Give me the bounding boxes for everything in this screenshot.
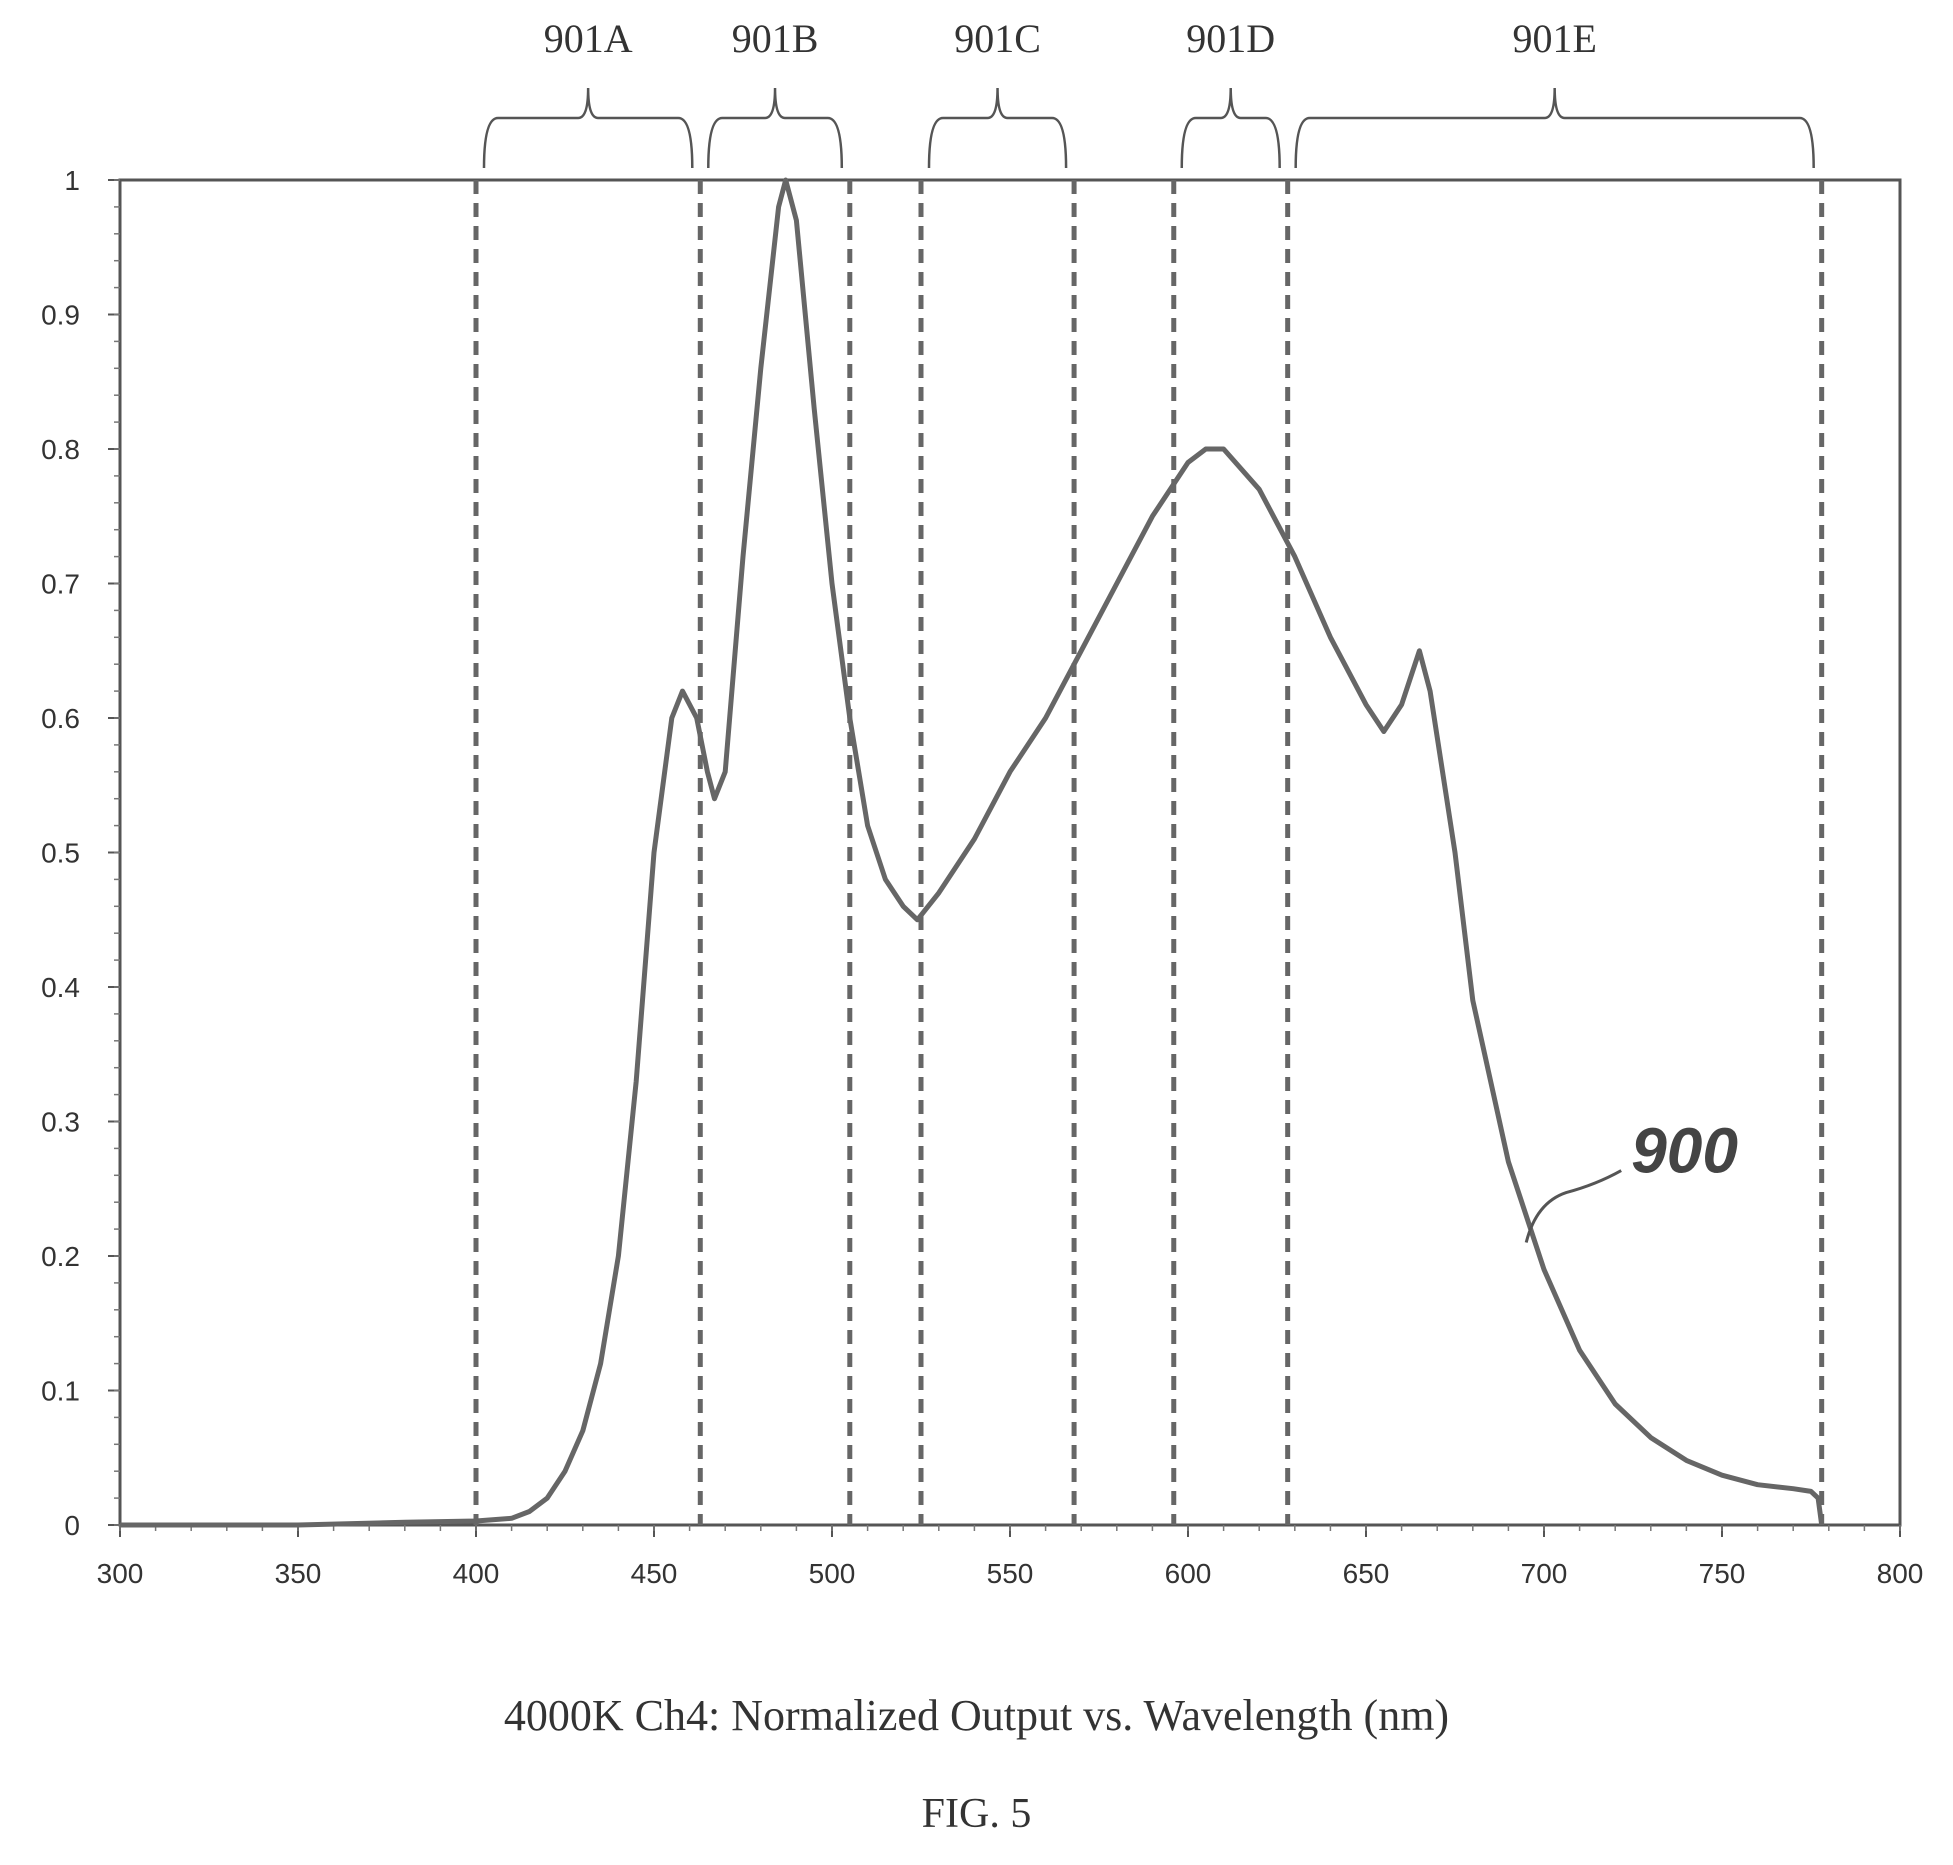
region-label: 901A [544, 16, 633, 61]
region-bracket [1180, 87, 1281, 169]
x-tick-label: 650 [1343, 1558, 1390, 1589]
x-tick-label: 800 [1877, 1558, 1924, 1589]
region-brackets: 901A 901B 901C 901D 901E [482, 16, 1815, 169]
x-tick-label: 700 [1521, 1558, 1568, 1589]
series-layer [120, 177, 1825, 1528]
x-tick-label: 400 [453, 1558, 500, 1589]
x-tick-label: 500 [809, 1558, 856, 1589]
x-tick-label: 600 [1165, 1558, 1212, 1589]
y-tick-label: 0.9 [41, 300, 80, 331]
x-tick-label: 300 [97, 1558, 144, 1589]
region-label: 901D [1186, 16, 1275, 61]
x-tick-label: 450 [631, 1558, 678, 1589]
chart-title: 4000K Ch4: Normalized Output vs. Wavelen… [503, 1691, 1450, 1740]
region-bracket [707, 87, 844, 169]
y-tick-label: 0.2 [41, 1241, 80, 1272]
series-annotation: 900 [1524, 1115, 1738, 1243]
region-bracket [482, 87, 694, 169]
region-label: 901C [954, 16, 1041, 61]
x-tick-label: 750 [1699, 1558, 1746, 1589]
region-bracket [1294, 87, 1815, 169]
x-tick-label: 350 [275, 1558, 322, 1589]
y-tick-label: 0.5 [41, 838, 80, 869]
x-tick-label: 550 [987, 1558, 1034, 1589]
plot-frame [118, 178, 1902, 1527]
y-tick-label: 0.6 [41, 703, 80, 734]
annotation-leader [1524, 1169, 1622, 1243]
region-label: 901E [1512, 16, 1596, 61]
y-tick-label: 0.3 [41, 1107, 80, 1138]
y-tick-label: 0 [64, 1510, 80, 1541]
y-tick-label: 0.8 [41, 434, 80, 465]
figure-label: FIG. 5 [921, 1791, 1032, 1837]
y-tick-label: 0.7 [41, 569, 80, 600]
y-tick-label: 1 [64, 165, 80, 196]
annotation-label: 900 [1631, 1115, 1738, 1187]
region-bracket [927, 87, 1068, 169]
x-axis: 300 350 400 450 500 550 600 650 700 750 800 [97, 1525, 1924, 1589]
y-axis: 0 0.1 0.2 0.3 0.4 0.5 0.6 0.7 0.8 0.9 1 [41, 165, 120, 1541]
region-boundaries [473, 180, 1825, 1525]
region-label: 901B [732, 16, 819, 61]
series-line [120, 177, 1825, 1528]
y-tick-label: 0.4 [41, 972, 80, 1003]
y-tick-label: 0.1 [41, 1376, 80, 1407]
